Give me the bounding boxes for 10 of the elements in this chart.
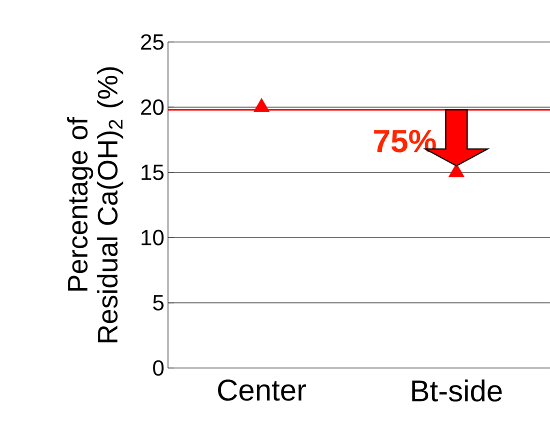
x-tick-label: Center: [218, 380, 306, 401]
y-tick-label: 15: [142, 164, 164, 180]
y-tick-label: 25: [141, 34, 164, 50]
y-tick-label: 20: [141, 99, 164, 115]
annotation: 75%: [374, 130, 436, 152]
y-tick-label: 0: [153, 360, 164, 376]
y-axis-title: Percentage of Residual Ca(OH)$_{2}$ (%): [67, 67, 124, 342]
y-tick-label: 5: [153, 295, 164, 310]
y-tick-label: 10: [142, 230, 164, 246]
x-tick-label: Bt-side: [412, 380, 502, 402]
